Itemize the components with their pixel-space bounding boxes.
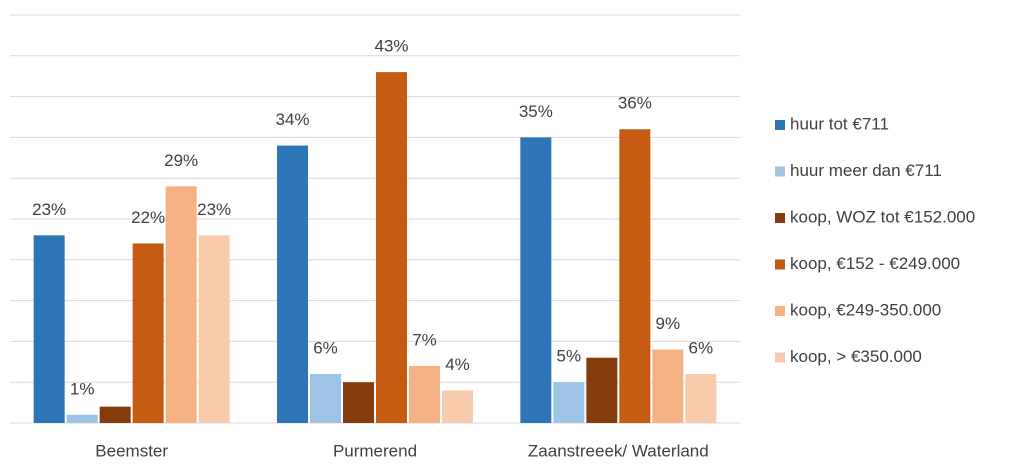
legend-label: koop, €249-350.000 bbox=[790, 300, 941, 319]
bar bbox=[409, 365, 440, 423]
bar bbox=[685, 374, 717, 423]
legend-swatch bbox=[775, 120, 785, 130]
legend-swatch bbox=[775, 306, 785, 316]
data-label: 34% bbox=[275, 110, 309, 129]
bar bbox=[198, 235, 230, 423]
bar bbox=[33, 235, 65, 423]
bar bbox=[277, 145, 308, 423]
bar bbox=[66, 414, 98, 423]
legend-label: koop, €152 - €249.000 bbox=[790, 254, 960, 273]
legend-label: huur tot €711 bbox=[790, 114, 889, 133]
bar bbox=[376, 72, 407, 424]
x-tick-label: Beemster bbox=[95, 441, 168, 460]
bar bbox=[619, 129, 651, 424]
data-label: 4% bbox=[445, 355, 470, 374]
bar bbox=[652, 349, 684, 423]
bar bbox=[553, 382, 585, 423]
x-tick-label: Purmerend bbox=[333, 441, 417, 460]
data-label: 43% bbox=[374, 37, 408, 56]
data-label: 5% bbox=[557, 347, 582, 366]
data-label: 35% bbox=[519, 102, 553, 121]
data-label: 9% bbox=[656, 314, 681, 333]
data-label: 1% bbox=[70, 379, 95, 398]
data-label: 6% bbox=[313, 339, 338, 358]
data-label: 36% bbox=[618, 94, 652, 113]
bar bbox=[165, 186, 197, 423]
bar bbox=[586, 357, 618, 423]
legend-swatch bbox=[775, 352, 785, 363]
legend-label: huur meer dan €711 bbox=[790, 161, 942, 180]
x-tick-label: Zaanstreeek/ Waterland bbox=[528, 441, 709, 460]
legend-label: koop, > €350.000 bbox=[790, 347, 922, 366]
data-label: 22% bbox=[131, 208, 165, 227]
data-label: 29% bbox=[164, 151, 198, 170]
data-label: 23% bbox=[32, 200, 66, 219]
data-label: 23% bbox=[197, 200, 231, 219]
legend-swatch bbox=[775, 259, 785, 270]
legend-swatch bbox=[775, 213, 785, 223]
bar bbox=[343, 382, 374, 423]
legend-label: koop, WOZ tot €152.000 bbox=[790, 207, 975, 226]
legend-swatch bbox=[775, 166, 785, 177]
bar bbox=[442, 390, 473, 423]
bar bbox=[520, 137, 552, 423]
bar bbox=[132, 243, 164, 423]
bar bbox=[99, 406, 131, 423]
data-label: 7% bbox=[412, 330, 437, 349]
data-label: 6% bbox=[689, 339, 714, 358]
bar bbox=[310, 374, 341, 423]
